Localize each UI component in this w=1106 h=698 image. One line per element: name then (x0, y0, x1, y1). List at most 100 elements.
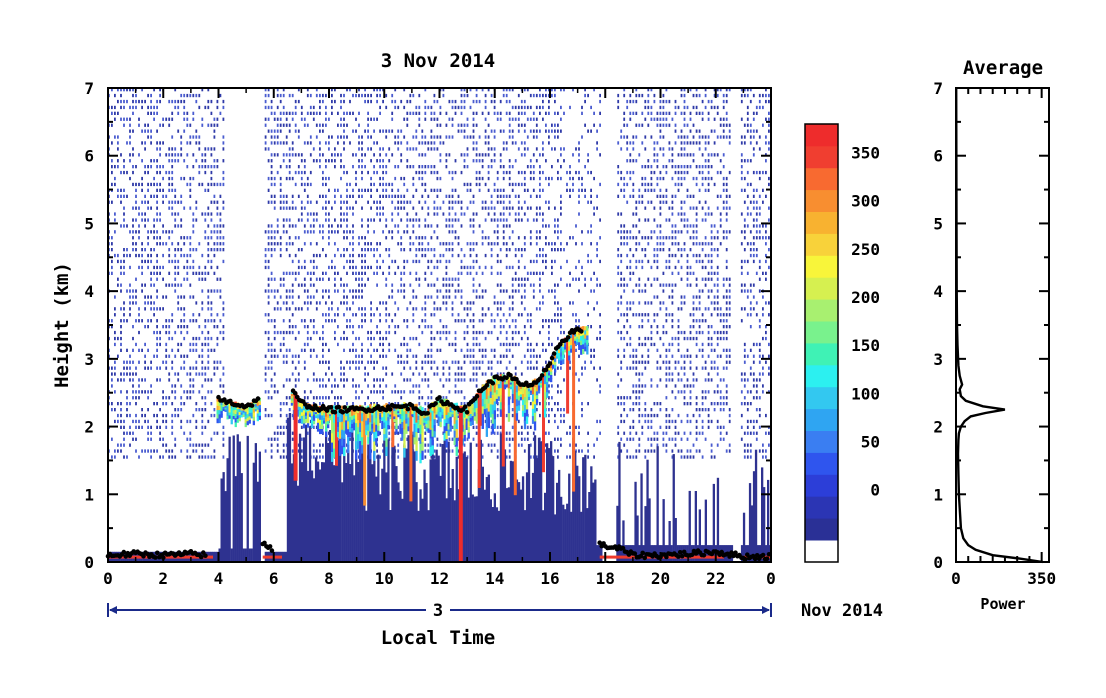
cloud-base-point (484, 383, 490, 388)
x-tick-label: 0 (103, 569, 113, 588)
cloud-base-point (689, 552, 695, 558)
cloud-base-point (403, 403, 409, 408)
date-day-label: 3 (433, 601, 443, 621)
cloud-base-point (425, 411, 431, 416)
cloud-base-point (141, 553, 146, 559)
cloud-base-point (437, 395, 442, 400)
cloud-base-point (760, 552, 766, 558)
x-tick-label: 22 (706, 569, 725, 588)
average-x-tick-label: 350 (1027, 569, 1056, 588)
average-title: Average (963, 57, 1043, 79)
cloud-base-point (547, 361, 553, 366)
colorbar-tick-label: 50 (861, 433, 880, 452)
cloud-base-point (387, 407, 393, 412)
cloud-base-point (340, 409, 346, 415)
backscatter-field (108, 88, 772, 562)
average-y-tick-label: 3 (933, 350, 943, 369)
x-tick-label: 2 (158, 569, 168, 588)
date-bar: 3 Nov 2014 (107, 601, 883, 621)
date-month-label: Nov 2014 (801, 601, 883, 621)
average-y-tick-label: 2 (933, 418, 943, 437)
colorbar-swatch (805, 145, 838, 169)
cloud-base-point (679, 553, 685, 559)
cloud-base-point (216, 394, 221, 400)
cloud-base-point (727, 554, 732, 559)
cloud-base-point (464, 410, 470, 415)
cloud-base-point (537, 376, 543, 382)
cloud-base-point (153, 555, 158, 560)
cloud-base-point (640, 550, 645, 556)
cloud-base-point (597, 540, 602, 545)
cloud-base-point (565, 335, 571, 340)
cloud-base-point (543, 367, 549, 373)
colorbar-tick-label: 200 (851, 288, 880, 307)
cloud-base-point (203, 553, 208, 558)
colorbar-swatch (805, 211, 838, 234)
cloud-base-point (328, 405, 334, 410)
average-x-tick-label: 0 (951, 569, 961, 588)
colorbar-swatch (805, 124, 838, 147)
y-tick-label: 4 (84, 282, 94, 301)
cloud-base-point (701, 553, 707, 558)
colorbar-swatch (805, 386, 838, 410)
colorbar-tick-label: 0 (870, 481, 880, 500)
colorbar-swatch (805, 364, 838, 388)
cloud-base-point (549, 355, 555, 361)
average-y-tick-label: 7 (933, 79, 943, 98)
x-tick-label: 12 (430, 569, 449, 588)
cloud-base-point (745, 552, 750, 557)
cloud-base-point (462, 404, 468, 410)
cloud-base-point (383, 407, 389, 413)
cloud-base-point (551, 351, 557, 356)
cloud-base-point (376, 404, 381, 409)
y-tick-label: 0 (84, 553, 94, 572)
average-x-label: Power (980, 595, 1025, 613)
cloud-base-point (664, 554, 669, 560)
colorbar-swatch (805, 299, 838, 322)
average-y-tick-label: 0 (933, 553, 943, 572)
cloud-base-point (579, 329, 584, 334)
cloud-base-point (677, 550, 683, 555)
cloud-base-point (754, 553, 760, 558)
cloud-base-point (632, 551, 638, 556)
cloud-base-points (105, 326, 772, 562)
colorbar-swatch (805, 277, 838, 300)
x-tick-label: 4 (214, 569, 224, 588)
cloud-base-point (733, 550, 738, 555)
axis-ticks (107, 87, 772, 563)
colorbar: 0 50 100 150 200 250 300 350 (804, 123, 880, 563)
cloud-base-point (249, 403, 255, 408)
x-axis-label: Local Time (381, 627, 495, 649)
colorbar-tick-label: 100 (851, 384, 880, 403)
colorbar-swatch (805, 430, 838, 453)
colorbar-swatch (805, 233, 838, 256)
colorbar-tick-label: 350 (851, 143, 880, 162)
cloud-base-point (504, 375, 509, 381)
x-tick-label: 16 (540, 569, 559, 588)
y-tick-label: 6 (84, 147, 94, 166)
chart-title: 3 Nov 2014 (381, 50, 495, 72)
average-x-tick-labels: 0 350 (951, 569, 1056, 588)
cloud-base-point (292, 390, 298, 396)
colorbar-tick-label: 250 (851, 240, 880, 259)
cloud-base-point (539, 373, 545, 378)
average-y-tick-labels: 0 1 2 3 4 5 6 7 (933, 79, 943, 572)
cloud-base-point (620, 545, 626, 551)
colorbar-swatch (805, 496, 838, 519)
colorbar-swatch (805, 540, 838, 563)
average-y-tick-label: 4 (933, 282, 943, 301)
colorbar-tick-label: 150 (851, 336, 880, 355)
average-frame (955, 87, 1050, 563)
y-tick-label: 1 (84, 485, 94, 504)
colorbar-swatch (805, 321, 838, 344)
cloud-base-point (336, 404, 342, 410)
cloud-base-point (155, 550, 160, 556)
cloud-base-point (433, 401, 438, 406)
cloud-base-point (342, 405, 348, 410)
colorbar-swatch (805, 343, 838, 366)
average-y-tick-label: 5 (933, 214, 943, 233)
cloud-base-point (198, 554, 204, 560)
x-tick-label: 6 (269, 569, 279, 588)
cloud-base-point (222, 397, 227, 402)
